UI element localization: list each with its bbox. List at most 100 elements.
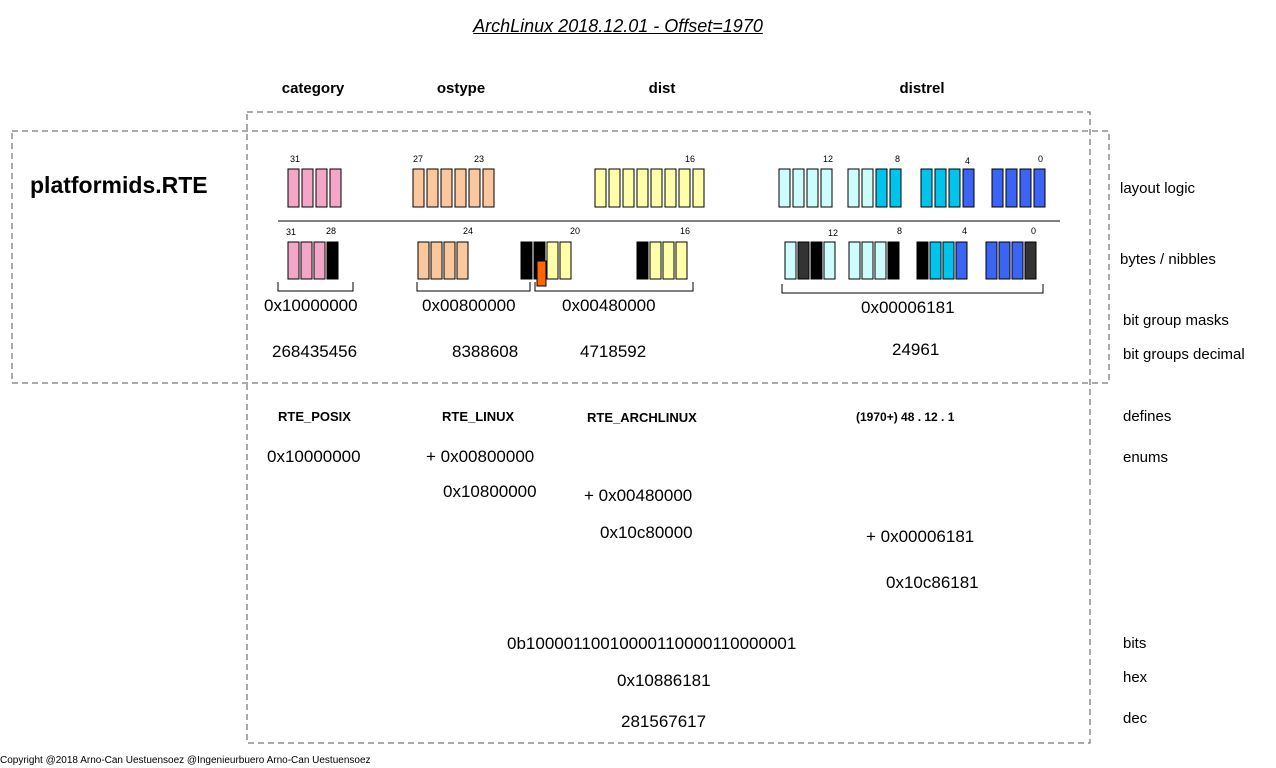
byte-bit-label: 8 bbox=[897, 226, 903, 236]
row-label-decimal: bit groups decimal bbox=[1123, 346, 1245, 363]
layout-bit-box bbox=[820, 168, 833, 208]
layout-bit-box bbox=[426, 168, 439, 208]
layout-bit-box bbox=[594, 168, 607, 208]
layout-bit-box bbox=[301, 168, 314, 208]
result-bits: 0b10000110010000110000110000001 bbox=[507, 634, 797, 653]
layout-bit-box bbox=[847, 168, 860, 208]
mask-bracket bbox=[277, 282, 354, 292]
byte-bit-box bbox=[636, 241, 649, 280]
layout-bit-box bbox=[329, 168, 342, 208]
byte-bit-box bbox=[417, 241, 430, 280]
byte-bit-box bbox=[874, 241, 887, 280]
define-dist: RTE_ARCHLINUX bbox=[587, 410, 697, 425]
layout-bit-label: 12 bbox=[823, 154, 834, 164]
column-header-ostype: ostype bbox=[436, 80, 486, 97]
layout-bit-box bbox=[636, 168, 649, 208]
byte-bit-box bbox=[784, 241, 797, 280]
layout-bit-box bbox=[778, 168, 791, 208]
row-label-bits: bits bbox=[1123, 635, 1147, 652]
byte-bit-box bbox=[929, 241, 942, 280]
rte-frame bbox=[11, 130, 1110, 384]
layout-bit-box bbox=[678, 168, 691, 208]
layout-bit-box bbox=[692, 168, 705, 208]
byte-bit-box bbox=[998, 241, 1011, 280]
byte-bit-label: 31 bbox=[286, 227, 297, 237]
layout-bit-label: 27 bbox=[413, 154, 424, 164]
byte-bit-box bbox=[430, 241, 443, 280]
mask-ostype: 0x00800000 bbox=[422, 296, 516, 315]
byte-bit-box bbox=[1011, 241, 1024, 280]
layout-bit-box bbox=[412, 168, 425, 208]
layout-bit-box bbox=[650, 168, 663, 208]
byte-bit-box bbox=[848, 241, 861, 280]
layout-bit-box bbox=[608, 168, 621, 208]
layout-bit-box bbox=[440, 168, 453, 208]
byte-bit-label: 20 bbox=[570, 226, 581, 236]
decimal-dist: 4718592 bbox=[580, 342, 647, 361]
column-frame bbox=[246, 111, 1091, 744]
byte-bit-label: 16 bbox=[680, 226, 691, 236]
byte-bit-box bbox=[443, 241, 456, 280]
layout-bit-box bbox=[948, 168, 961, 208]
enum-rel-add: + 0x00006181 bbox=[866, 527, 975, 546]
layout-bit-label: 31 bbox=[290, 154, 301, 164]
layout-bit-label: 0 bbox=[1038, 154, 1044, 164]
byte-bit-box bbox=[955, 241, 968, 280]
result-dec: 281567617 bbox=[621, 712, 707, 731]
decimal-distrel: 24961 bbox=[892, 340, 940, 359]
byte-bit-label: 12 bbox=[828, 228, 839, 238]
byte-bit-box bbox=[520, 241, 533, 280]
layout-bit-label: 16 bbox=[685, 154, 696, 164]
layout-bit-label: 4 bbox=[965, 156, 971, 166]
layout-bit-box bbox=[622, 168, 635, 208]
result-hex: 0x10886181 bbox=[617, 671, 711, 690]
byte-bit-label: 0 bbox=[1031, 226, 1037, 236]
layout-bit-label: 8 bbox=[895, 154, 901, 164]
byte-bit-box bbox=[313, 241, 326, 280]
diagram-title: ArchLinux 2018.12.01 - Offset=1970 bbox=[473, 16, 763, 36]
decimal-ostype: 8388608 bbox=[452, 342, 519, 361]
enum-arch-add: + 0x00480000 bbox=[584, 486, 693, 505]
define-distrel: (1970+) 48 . 12 . 1 bbox=[856, 410, 955, 424]
column-header-dist: dist bbox=[648, 80, 676, 97]
byte-bit-box bbox=[456, 241, 469, 280]
frames bbox=[11, 111, 1110, 744]
layout-bit-box bbox=[806, 168, 819, 208]
layout-bit-box bbox=[875, 168, 888, 208]
row-label-masks: bit group masks bbox=[1123, 312, 1229, 329]
layout-bit-box bbox=[861, 168, 874, 208]
byte-bit-box bbox=[287, 241, 300, 280]
orange-bit-marker bbox=[536, 260, 547, 287]
byte-bit-box bbox=[300, 241, 313, 280]
layout-bit-label: 23 bbox=[474, 154, 485, 164]
layout-bit-box bbox=[1005, 168, 1018, 208]
byte-bit-box bbox=[326, 241, 339, 280]
byte-bit-box bbox=[916, 241, 929, 280]
byte-bit-box bbox=[985, 241, 998, 280]
mask-bracket bbox=[534, 282, 694, 292]
enum-linux-sum: 0x10800000 bbox=[443, 482, 537, 501]
enum-posix: 0x10000000 bbox=[267, 447, 361, 466]
decimal-category: 268435456 bbox=[272, 342, 358, 361]
byte-bit-label: 28 bbox=[326, 226, 337, 236]
mask-distrel: 0x00006181 bbox=[861, 298, 955, 317]
column-header-distrel: distrel bbox=[899, 80, 945, 97]
byte-bit-label: 4 bbox=[962, 226, 968, 236]
define-category: RTE_POSIX bbox=[278, 409, 351, 424]
layout-bit-box bbox=[482, 168, 495, 208]
layout-bit-box bbox=[991, 168, 1004, 208]
layout-bit-box bbox=[664, 168, 677, 208]
row-label-bytes: bytes / nibbles bbox=[1120, 251, 1216, 268]
row-label-defines: defines bbox=[1123, 408, 1172, 425]
copyright-notice: Copyright @2018 Arno-Can Uestuensoez @In… bbox=[0, 755, 371, 766]
enum-linux-add: + 0x00800000 bbox=[426, 447, 535, 466]
layout-bit-box bbox=[920, 168, 933, 208]
layout-bit-box bbox=[962, 168, 975, 208]
row-label-dec: dec bbox=[1123, 710, 1148, 727]
byte-bit-box bbox=[662, 241, 675, 280]
byte-bit-box bbox=[1024, 241, 1037, 280]
mask-bracket bbox=[416, 282, 531, 292]
mask-category: 0x10000000 bbox=[264, 296, 358, 315]
layout-bit-box bbox=[1019, 168, 1032, 208]
